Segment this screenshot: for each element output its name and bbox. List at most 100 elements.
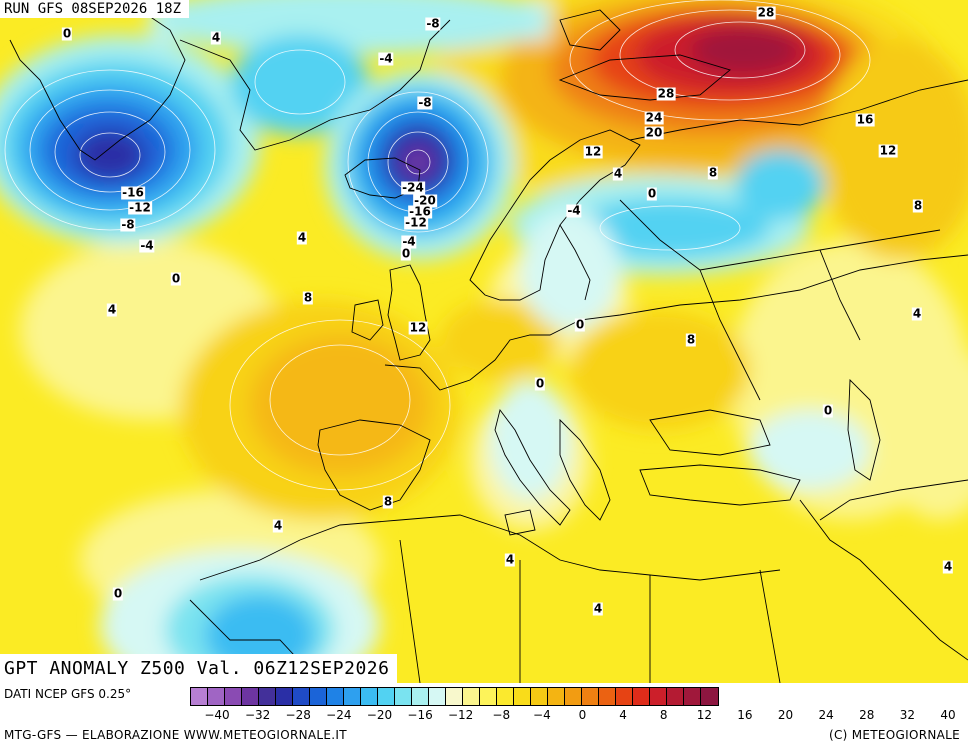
- scale-tick-label: −20: [366, 708, 393, 722]
- scale-swatch: [208, 688, 225, 705]
- scale-swatch: [531, 688, 548, 705]
- contour-label: 0: [400, 246, 412, 261]
- contour-label: -24: [401, 180, 425, 195]
- data-source: DATI NCEP GFS 0.25°: [4, 687, 132, 701]
- scale-swatch: [242, 688, 259, 705]
- contour-label: -12: [128, 200, 152, 215]
- anomaly-map: RUN GFS 08SEP2026 18Z 0 4 -8 -4 -8 -16 -…: [0, 0, 968, 683]
- scale-swatch: [378, 688, 395, 705]
- scale-swatch: [412, 688, 429, 705]
- scale-swatch: [361, 688, 378, 705]
- contour-label: 0: [112, 586, 124, 601]
- scale-swatch: [276, 688, 293, 705]
- scale-tick-label: 4: [619, 708, 627, 722]
- contour-label: -8: [120, 217, 136, 232]
- scale-swatch: [497, 688, 514, 705]
- scale-swatch: [446, 688, 463, 705]
- contour-label: 16: [855, 112, 875, 127]
- contour-label: 4: [272, 518, 284, 533]
- color-scale-bar: [190, 687, 719, 706]
- contour-label: -4: [401, 234, 417, 249]
- contour-label: -4: [378, 51, 394, 66]
- scale-tick-label: 12: [696, 708, 712, 722]
- contour-label: 4: [504, 552, 516, 567]
- credit-right: (C) METEOGIORNALE: [828, 728, 960, 742]
- contour-label: 4: [210, 30, 222, 45]
- scale-swatch: [684, 688, 701, 705]
- contour-label: 4: [106, 302, 118, 317]
- contour-label: 28: [656, 86, 676, 101]
- scale-swatch: [514, 688, 531, 705]
- scale-tick-label: 0: [578, 708, 587, 722]
- contour-label: 0: [61, 26, 73, 41]
- scale-swatch: [650, 688, 667, 705]
- scale-tick-label: 28: [859, 708, 875, 722]
- scale-swatch: [191, 688, 208, 705]
- contour-label: 4: [592, 601, 604, 616]
- scale-swatch: [395, 688, 412, 705]
- coastlines: [9, 9, 968, 683]
- scale-tick-label: 16: [737, 708, 753, 722]
- contour-label: 12: [878, 143, 898, 158]
- scale-tick-label: −8: [492, 708, 511, 722]
- scale-tick-label: 24: [818, 708, 834, 722]
- contour-label: -8: [417, 95, 433, 110]
- contour-label: 0: [646, 186, 658, 201]
- run-title: RUN GFS 08SEP2026 18Z: [0, 0, 190, 18]
- credit-left: MTG-GFS — ELABORAZIONE WWW.METEOGIORNALE…: [4, 728, 347, 742]
- contour-label: -8: [425, 16, 441, 31]
- contour-label: -4: [139, 238, 155, 253]
- contour-label: 4: [612, 166, 624, 181]
- contour-label: 20: [644, 125, 664, 140]
- scale-swatch: [701, 688, 718, 705]
- scale-swatch: [582, 688, 599, 705]
- contour-label: 0: [170, 271, 182, 286]
- contour-label: 28: [756, 5, 776, 20]
- scale-swatch: [310, 688, 327, 705]
- scale-tick-label: −40: [204, 708, 230, 722]
- contour-label: 8: [685, 332, 697, 347]
- contour-label: 8: [912, 198, 924, 213]
- contour-label: -20: [413, 193, 437, 208]
- scale-swatch: [548, 688, 565, 705]
- scale-tick-label: 20: [777, 708, 794, 722]
- scale-swatch: [344, 688, 361, 705]
- contour-label: 12: [408, 320, 428, 335]
- contour-label: 8: [707, 165, 719, 180]
- contour-label: 4: [296, 230, 308, 245]
- scale-tick-label: −16: [407, 708, 433, 722]
- scale-tick-label: 8: [659, 708, 668, 722]
- contour-label: -4: [566, 203, 582, 218]
- scale-tick-label: 32: [899, 708, 916, 722]
- contour-label: 0: [574, 317, 586, 332]
- scale-tick-label: −4: [533, 708, 551, 722]
- scale-tick-label: −28: [285, 708, 311, 722]
- contour-label: 4: [911, 306, 923, 321]
- scale-swatch: [633, 688, 650, 705]
- contour-label: -16: [121, 185, 145, 200]
- scale-swatch: [259, 688, 276, 705]
- anomaly-field: [0, 0, 968, 683]
- scale-swatch: [225, 688, 242, 705]
- contour-label: 24: [644, 110, 664, 125]
- scale-tick-label: −12: [447, 708, 474, 722]
- contour-label: 0: [822, 403, 834, 418]
- contour-label: 8: [382, 494, 394, 509]
- scale-swatch: [463, 688, 480, 705]
- scale-tick-label: −24: [326, 708, 352, 722]
- color-scale-ticks: −40 −32 −28 −24 −20 −16 −12 −8 −4 0 4 8 12 16 20 24 28 32…: [190, 708, 966, 724]
- scale-swatch: [429, 688, 446, 705]
- contour-label: 4: [942, 559, 954, 574]
- contour-label: 12: [583, 144, 603, 159]
- scale-swatch: [616, 688, 633, 705]
- scale-swatch: [327, 688, 344, 705]
- contour-label: -12: [404, 215, 428, 230]
- contour-label: 8: [302, 290, 314, 305]
- scale-swatch: [667, 688, 684, 705]
- scale-swatch: [293, 688, 310, 705]
- map-title: GPT ANOMALY Z500 Val. 06Z12SEP2026: [0, 654, 398, 683]
- legend-footer: DATI NCEP GFS 0.25° −40 −32 −28 −24 −20 −16 −1…: [0, 683, 968, 745]
- scale-swatch: [565, 688, 582, 705]
- scale-swatch: [599, 688, 616, 705]
- contour-label: 0: [534, 376, 546, 391]
